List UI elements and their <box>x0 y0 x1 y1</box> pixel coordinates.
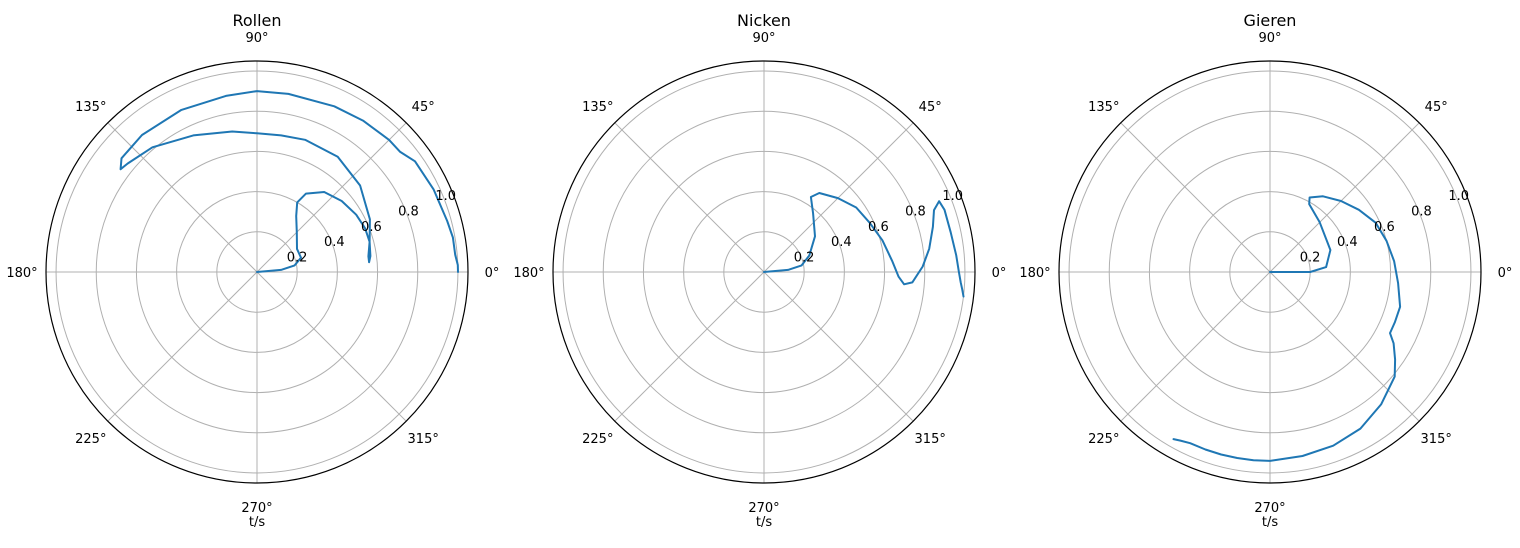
r-tick-label: 0.4 <box>1337 235 1358 250</box>
theta-grid-line <box>107 122 258 273</box>
theta-tick-label: 270° <box>748 501 779 516</box>
theta-tick-label: 225° <box>75 432 106 447</box>
theta-tick-label: 180° <box>1019 266 1050 281</box>
r-tick-label: 0.2 <box>1300 251 1321 266</box>
series-line <box>1172 195 1402 462</box>
r-tick-label: 0.2 <box>287 251 308 266</box>
theta-tick-label: 315° <box>408 432 439 447</box>
theta-grid-line <box>1269 271 1420 422</box>
polar-frame <box>552 60 976 484</box>
theta-grid-line <box>614 122 765 273</box>
theta-grid-line <box>1120 271 1271 422</box>
theta-grid-line <box>256 122 407 273</box>
theta-tick-label: 225° <box>582 432 613 447</box>
theta-tick-label: 90° <box>752 31 775 46</box>
r-tick-label: 0.6 <box>361 220 382 235</box>
theta-tick-label: 225° <box>1088 432 1119 447</box>
theta-tick-label: 0° <box>992 266 1007 281</box>
polar-frame <box>45 60 469 484</box>
series-line <box>763 192 965 298</box>
r-tick-label: 0.6 <box>1374 220 1395 235</box>
r-tick-label: 0.6 <box>868 220 889 235</box>
x-axis-label: t/s <box>1262 515 1278 530</box>
theta-tick-label: 45° <box>1425 100 1448 115</box>
r-tick-label: 0.8 <box>905 205 926 220</box>
theta-grid-line <box>1120 122 1271 273</box>
polar-frame <box>1058 60 1482 484</box>
theta-tick-label: 315° <box>1421 432 1452 447</box>
r-tick-label: 0.8 <box>1411 205 1432 220</box>
theta-tick-label: 180° <box>513 266 544 281</box>
polar-chart-2: 0° 45° 90° 135° 180° 225° 270° 315° 0.2 0.4 0.6 0.8… <box>513 11 1006 530</box>
theta-tick-label: 0° <box>1498 266 1513 281</box>
theta-tick-label: 270° <box>1254 501 1285 516</box>
theta-tick-label: 135° <box>75 100 106 115</box>
r-tick-label: 1.0 <box>1448 189 1469 204</box>
r-tick-label: 1.0 <box>942 189 963 204</box>
theta-tick-label: 180° <box>6 266 37 281</box>
theta-grid-line <box>614 271 765 422</box>
chart-title: Gieren <box>1244 11 1297 30</box>
theta-tick-label: 0° <box>485 266 500 281</box>
theta-tick-label: 135° <box>582 100 613 115</box>
theta-tick-label: 315° <box>915 432 946 447</box>
polar-chart-1: 0° 45° 90° 135° 180° 225° 270° 315° 0.2 0.4 0.6 0.8… <box>6 11 499 530</box>
r-tick-label: 1.0 <box>435 189 456 204</box>
theta-tick-label: 135° <box>1088 100 1119 115</box>
theta-grid-line <box>763 271 914 422</box>
r-tick-label: 0.2 <box>794 251 815 266</box>
theta-tick-label: 45° <box>412 100 435 115</box>
x-axis-label: t/s <box>249 515 265 530</box>
theta-grid-line <box>1269 122 1420 273</box>
theta-grid-line <box>256 271 407 422</box>
theta-tick-label: 45° <box>919 100 942 115</box>
chart-title: Nicken <box>737 11 791 30</box>
theta-tick-label: 90° <box>245 31 268 46</box>
x-axis-label: t/s <box>756 515 772 530</box>
theta-grid-line <box>107 271 258 422</box>
r-tick-label: 0.4 <box>831 235 852 250</box>
polar-chart-3: 0° 45° 90° 135° 180° 225° 270° 315° 0.2 0.4 0.6 0.8… <box>1019 11 1512 530</box>
series-line <box>119 90 459 273</box>
r-tick-label: 0.8 <box>398 205 419 220</box>
r-tick-label: 0.4 <box>324 235 345 250</box>
theta-tick-label: 90° <box>1258 31 1281 46</box>
chart-title: Rollen <box>232 11 281 30</box>
theta-tick-label: 270° <box>241 501 272 516</box>
